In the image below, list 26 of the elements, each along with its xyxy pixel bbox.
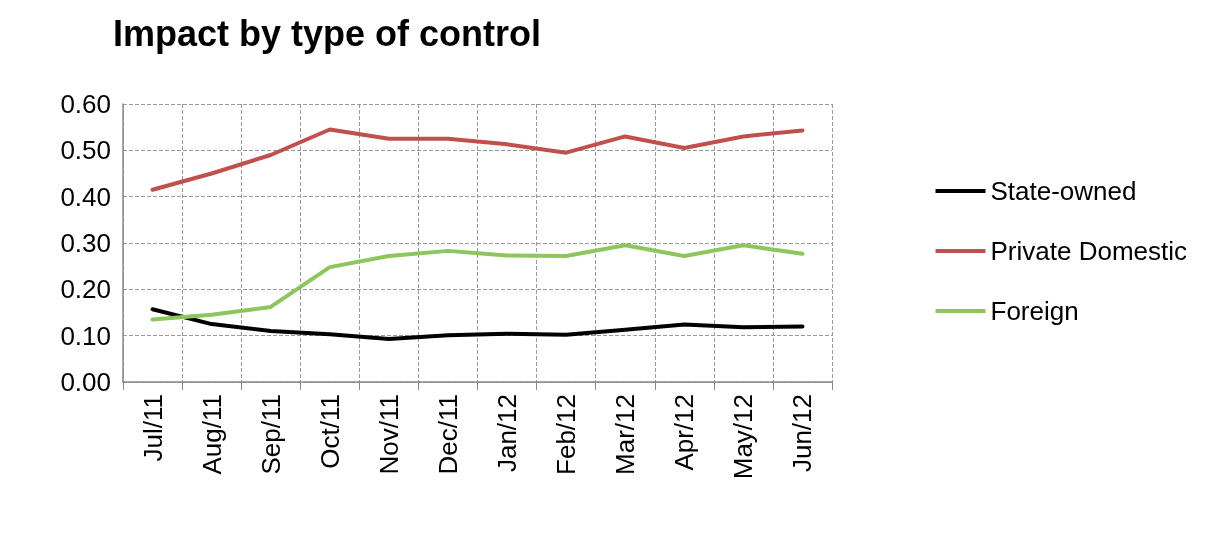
x-tick-label: Oct/11 bbox=[314, 394, 345, 469]
y-tick-label: 0.50 bbox=[60, 135, 111, 166]
legend-label: State-owned bbox=[990, 176, 1137, 206]
legend-label: Private Domestic bbox=[990, 236, 1187, 266]
chart-title: Impact by type of control bbox=[113, 12, 542, 54]
y-tick-label: 0.60 bbox=[60, 89, 111, 119]
x-tick-label: May/12 bbox=[728, 394, 759, 480]
x-tick-label: Apr/12 bbox=[669, 394, 700, 471]
x-tick-label: Jul/11 bbox=[137, 394, 168, 462]
y-tick-label: 0.40 bbox=[60, 181, 111, 212]
x-tick-label: Sep/11 bbox=[255, 394, 286, 475]
legend-label: Foreign bbox=[990, 296, 1079, 326]
x-tick-label: Aug/11 bbox=[196, 394, 227, 475]
x-tick-label: Jan/12 bbox=[492, 394, 523, 473]
y-tick-label: 0.20 bbox=[60, 274, 111, 305]
x-tick-label: Nov/11 bbox=[373, 394, 404, 475]
x-tick-label: Feb/12 bbox=[551, 394, 582, 475]
x-tick-label: Mar/12 bbox=[610, 394, 641, 475]
line-series bbox=[150, 127, 805, 192]
line-series bbox=[150, 243, 805, 322]
x-tick-label: Jun/12 bbox=[787, 394, 818, 473]
x-tick-label: Dec/11 bbox=[432, 394, 463, 475]
line-series bbox=[150, 307, 805, 341]
y-tick-label: 0.30 bbox=[60, 228, 111, 258]
y-tick-label: 0.10 bbox=[60, 320, 111, 351]
y-tick-label: 0.00 bbox=[60, 367, 111, 397]
